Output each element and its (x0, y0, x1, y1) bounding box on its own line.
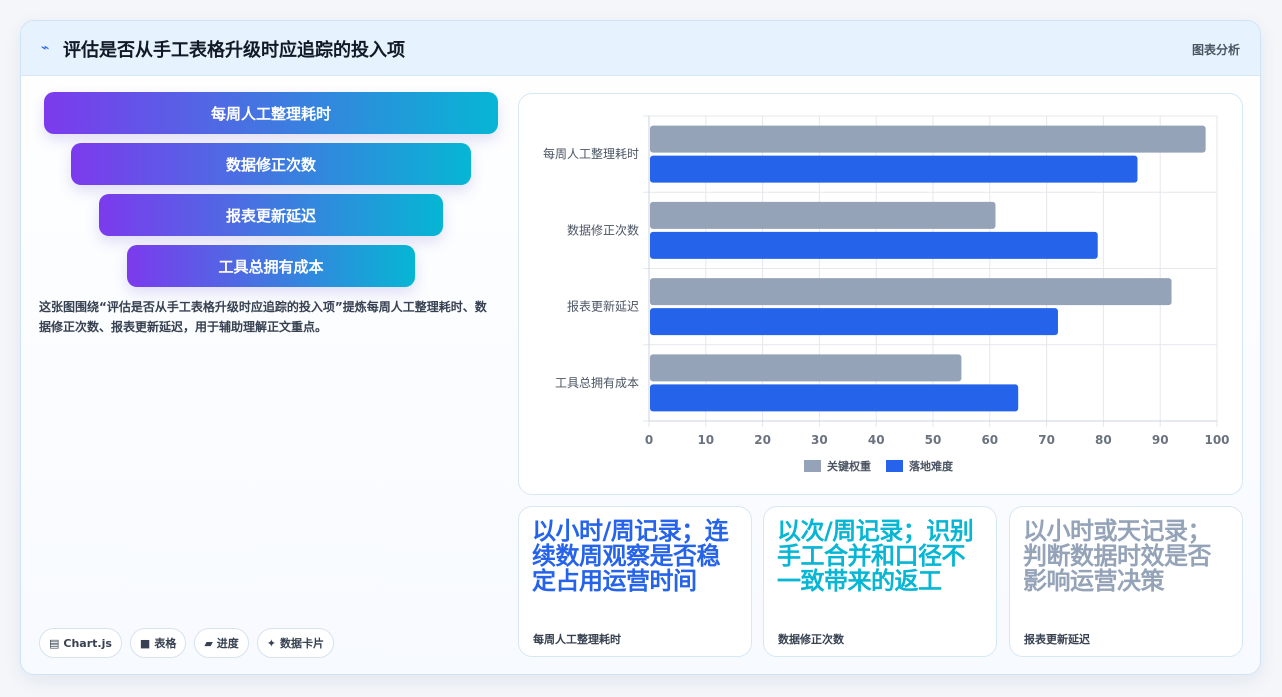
stat-text: 以次/周记录；识别手工合并和口径不一致带来的返工 (777, 517, 974, 595)
chart-description: 这张图围绕“评估是否从手工表格升级时应追踪的投入项”提炼每周人工整理耗时、数据修… (39, 300, 487, 334)
chip-row: ▤ Chart.js ■ 表格 ▰ 进度 ✦ 数据卡片 (39, 628, 335, 658)
funnel-step-3: 报表更新延迟 (99, 194, 443, 236)
chip-label: 表格 (154, 637, 177, 650)
bar-difficulty (650, 384, 1019, 412)
chip-table[interactable]: ■ 表格 (129, 628, 187, 658)
chip-chartjs[interactable]: ▤ Chart.js (39, 628, 122, 658)
stat-label: 数据修正次数 (778, 633, 844, 646)
chart-icon: ▤ (49, 636, 60, 650)
x-tick-label: 80 (1095, 433, 1112, 447)
bar-chart: 0 10 20 30 40 50 60 70 80 90 100 每周人工整理耗时数据修正次数报表更新… (543, 115, 1230, 473)
sparkle-icon: ✦ (266, 636, 277, 650)
y-tick-label: 数据修正次数 (567, 222, 639, 237)
stat-text: 以小时或天记录；判断数据时效是否影响运营决策 (1023, 517, 1212, 595)
x-tick-label: 70 (1038, 433, 1055, 447)
chart-analysis-tag: 图表分析 (1191, 43, 1240, 57)
x-tick-label: 50 (925, 433, 942, 447)
x-tick-label: 60 (981, 433, 998, 447)
legend-swatch (886, 460, 903, 472)
trend-line-icon: ⌁ (41, 40, 50, 56)
legend-label: 落地难度 (909, 459, 954, 473)
legend-label: 关键权重 (827, 459, 871, 473)
chip-label: Chart.js (63, 636, 112, 650)
funnel-step-1: 每周人工整理耗时 (44, 92, 498, 134)
header: ⌁ 评估是否从手工表格升级时应追踪的投入项 图表分析 (21, 21, 1260, 76)
bar-difficulty (650, 231, 1098, 259)
bar-weight (650, 201, 996, 229)
x-tick-label: 20 (754, 433, 771, 447)
table-icon: ■ (139, 636, 151, 650)
y-tick-label: 工具总拥有成本 (555, 376, 639, 390)
chart-panel: 0 10 20 30 40 50 60 70 80 90 100 每周人工整理耗时数据修正次数 报表更新… (518, 93, 1243, 495)
x-tick-label: 30 (811, 433, 828, 447)
bar-weight (650, 125, 1206, 153)
chip-label: 进度 (216, 637, 239, 650)
stat-text: 以小时/周记录；连续数周观察是否稳定占用运营时间 (532, 517, 729, 595)
stat-label: 每周人工整理耗时 (533, 633, 621, 646)
x-tick-label: 10 (697, 433, 714, 447)
bar-difficulty (650, 155, 1138, 183)
x-tick-label: 0 (645, 433, 653, 447)
page-title: 评估是否从手工表格升级时应追踪的投入项 (63, 40, 405, 61)
stat-label: 报表更新延迟 (1024, 633, 1090, 646)
stat-card-2: 以次/周记录；识别手工合并和口径不一致带来的返工 数据修正次数 (763, 506, 997, 657)
bar-weight (650, 278, 1172, 306)
main-card: ⌁ 评估是否从手工表格升级时应追踪的投入项 图表分析 每周人工整理耗时 数据修正… (20, 20, 1261, 675)
bar-weight (650, 354, 962, 382)
progress-icon: ▰ (204, 636, 213, 650)
funnel-step-2: 数据修正次数 (71, 143, 471, 185)
y-tick-label: 每周人工整理耗时 (543, 146, 639, 161)
funnel-step-4: 工具总拥有成本 (127, 245, 415, 287)
x-tick-label: 100 (1204, 433, 1229, 447)
x-tick-label: 90 (1152, 433, 1169, 447)
chip-label: 数据卡片 (280, 637, 325, 650)
stat-card-3: 以小时或天记录；判断数据时效是否影响运营决策 报表更新延迟 (1009, 506, 1243, 657)
stat-card-1: 以小时/周记录；连续数周观察是否稳定占用运营时间 每周人工整理耗时 (518, 506, 752, 657)
y-tick-label: 报表更新延迟 (567, 299, 639, 314)
legend-swatch (804, 460, 821, 472)
x-tick-label: 40 (868, 433, 885, 447)
chip-data-card[interactable]: ✦ 数据卡片 (256, 628, 335, 658)
chip-progress[interactable]: ▰ 进度 (194, 628, 249, 658)
bar-difficulty (650, 308, 1058, 336)
